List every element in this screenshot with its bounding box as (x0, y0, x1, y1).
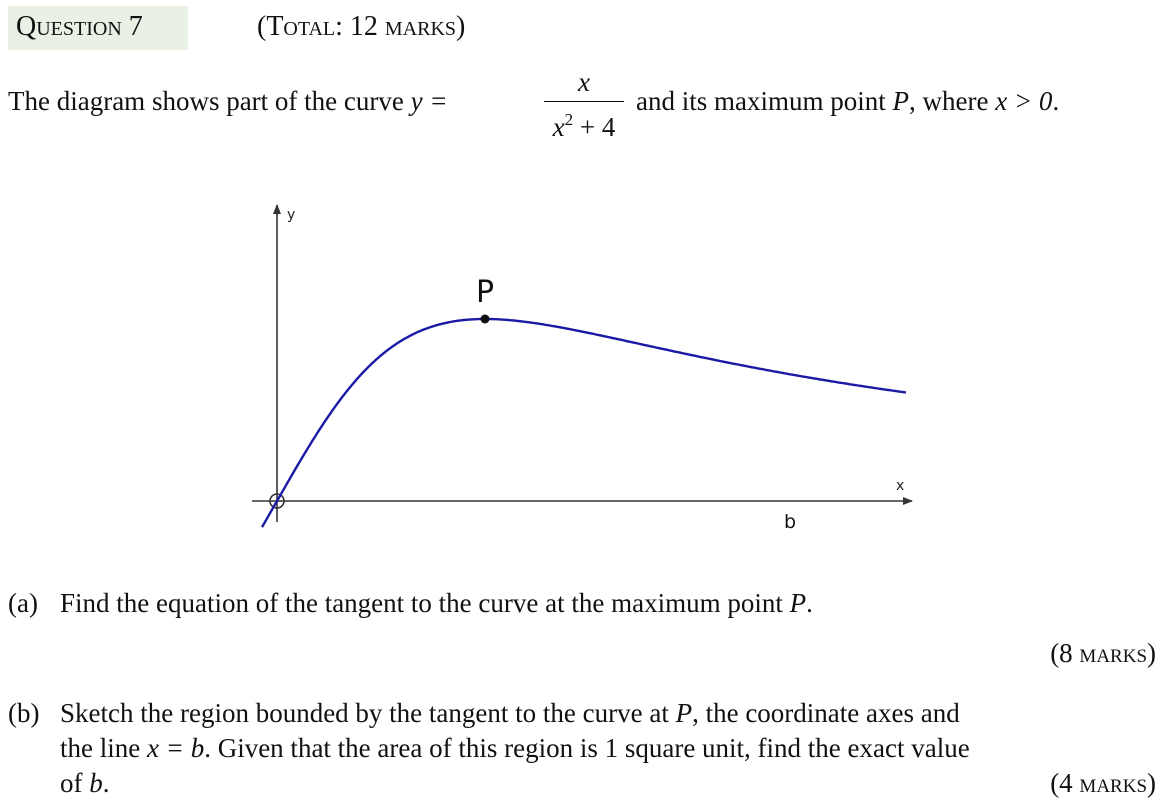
y-axis-label: y (287, 207, 295, 223)
intro-text: The diagram shows part of the curve y = (8, 84, 448, 118)
b-label: b (784, 511, 796, 533)
intro-text-before: The diagram shows part of the curve (8, 86, 404, 116)
maximum-point-dot (480, 314, 490, 324)
part-b-line-2: the line x = b. Given that the area of t… (60, 733, 970, 763)
question-label-box (8, 6, 188, 50)
intro-y-equals: y = (410, 86, 448, 116)
question-label: Question 7 (16, 11, 143, 42)
part-b-equation: x = b (146, 733, 205, 763)
part-b-point: P (675, 698, 693, 728)
curve-fraction: x x2 + 4 (540, 66, 628, 142)
intro-text-after: and its maximum point P, where x > 0. (636, 86, 1060, 116)
fraction-numerator: x (578, 67, 590, 97)
part-a-text: Find the equation of the tangent to the … (60, 588, 813, 618)
intro-point-name: P (892, 86, 910, 116)
part-b-variable: b (89, 768, 103, 798)
part-a-marks: (8 marks) (1050, 638, 1156, 668)
curve-line (260, 317, 907, 528)
part-a-point: P (789, 588, 807, 618)
part-a-label: (a) (8, 588, 38, 618)
intro-condition: x > 0 (995, 86, 1053, 116)
origin-marker (269, 493, 285, 509)
part-b-line-3: of b. (60, 768, 110, 798)
fraction-bar (544, 101, 624, 102)
part-b-line-1: Sketch the region bounded by the tangent… (60, 698, 960, 728)
total-marks: (Total: 12 marks) (257, 11, 466, 42)
x-axis-label: x (896, 478, 904, 494)
part-b-marks: (4 marks) (1050, 768, 1156, 798)
point-p-label: P (476, 275, 494, 310)
part-b-label: (b) (8, 698, 40, 728)
fraction-denominator: x2 + 4 (552, 110, 616, 142)
